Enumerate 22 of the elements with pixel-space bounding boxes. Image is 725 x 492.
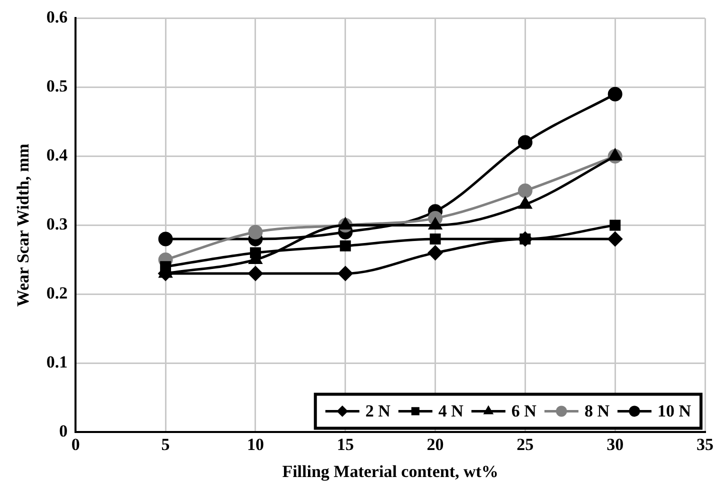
- y-tick-label: 0.3: [46, 214, 68, 234]
- x-axis-title: Filling Material content, wt%: [282, 462, 498, 482]
- y-tick-label: 0.5: [46, 76, 68, 96]
- x-tick-label: 25: [516, 434, 534, 454]
- x-tick-label: 15: [336, 434, 354, 454]
- legend-label: 2 N: [365, 402, 392, 421]
- y-tick-label: 0.4: [46, 146, 68, 165]
- x-tick-label: 35: [696, 434, 714, 454]
- legend-label: 6 N: [511, 402, 538, 421]
- x-tick-label: 20: [426, 434, 444, 454]
- legend-label: 8 N: [584, 402, 610, 421]
- legend-label: 4 N: [438, 402, 464, 421]
- x-tick-label: 10: [246, 434, 264, 454]
- y-tick-label: 0: [59, 422, 68, 441]
- y-axis-title: Wear Scar Width, mm: [14, 144, 33, 307]
- legend-label: 10 N: [657, 402, 692, 421]
- x-tick-label: 30: [606, 434, 624, 454]
- x-tick-label: 0: [71, 434, 80, 454]
- x-tick-label: 5: [161, 434, 170, 454]
- y-tick-label: 0.6: [46, 8, 68, 27]
- y-tick-label: 0.2: [46, 284, 68, 303]
- y-tick-label: 0.1: [46, 352, 68, 372]
